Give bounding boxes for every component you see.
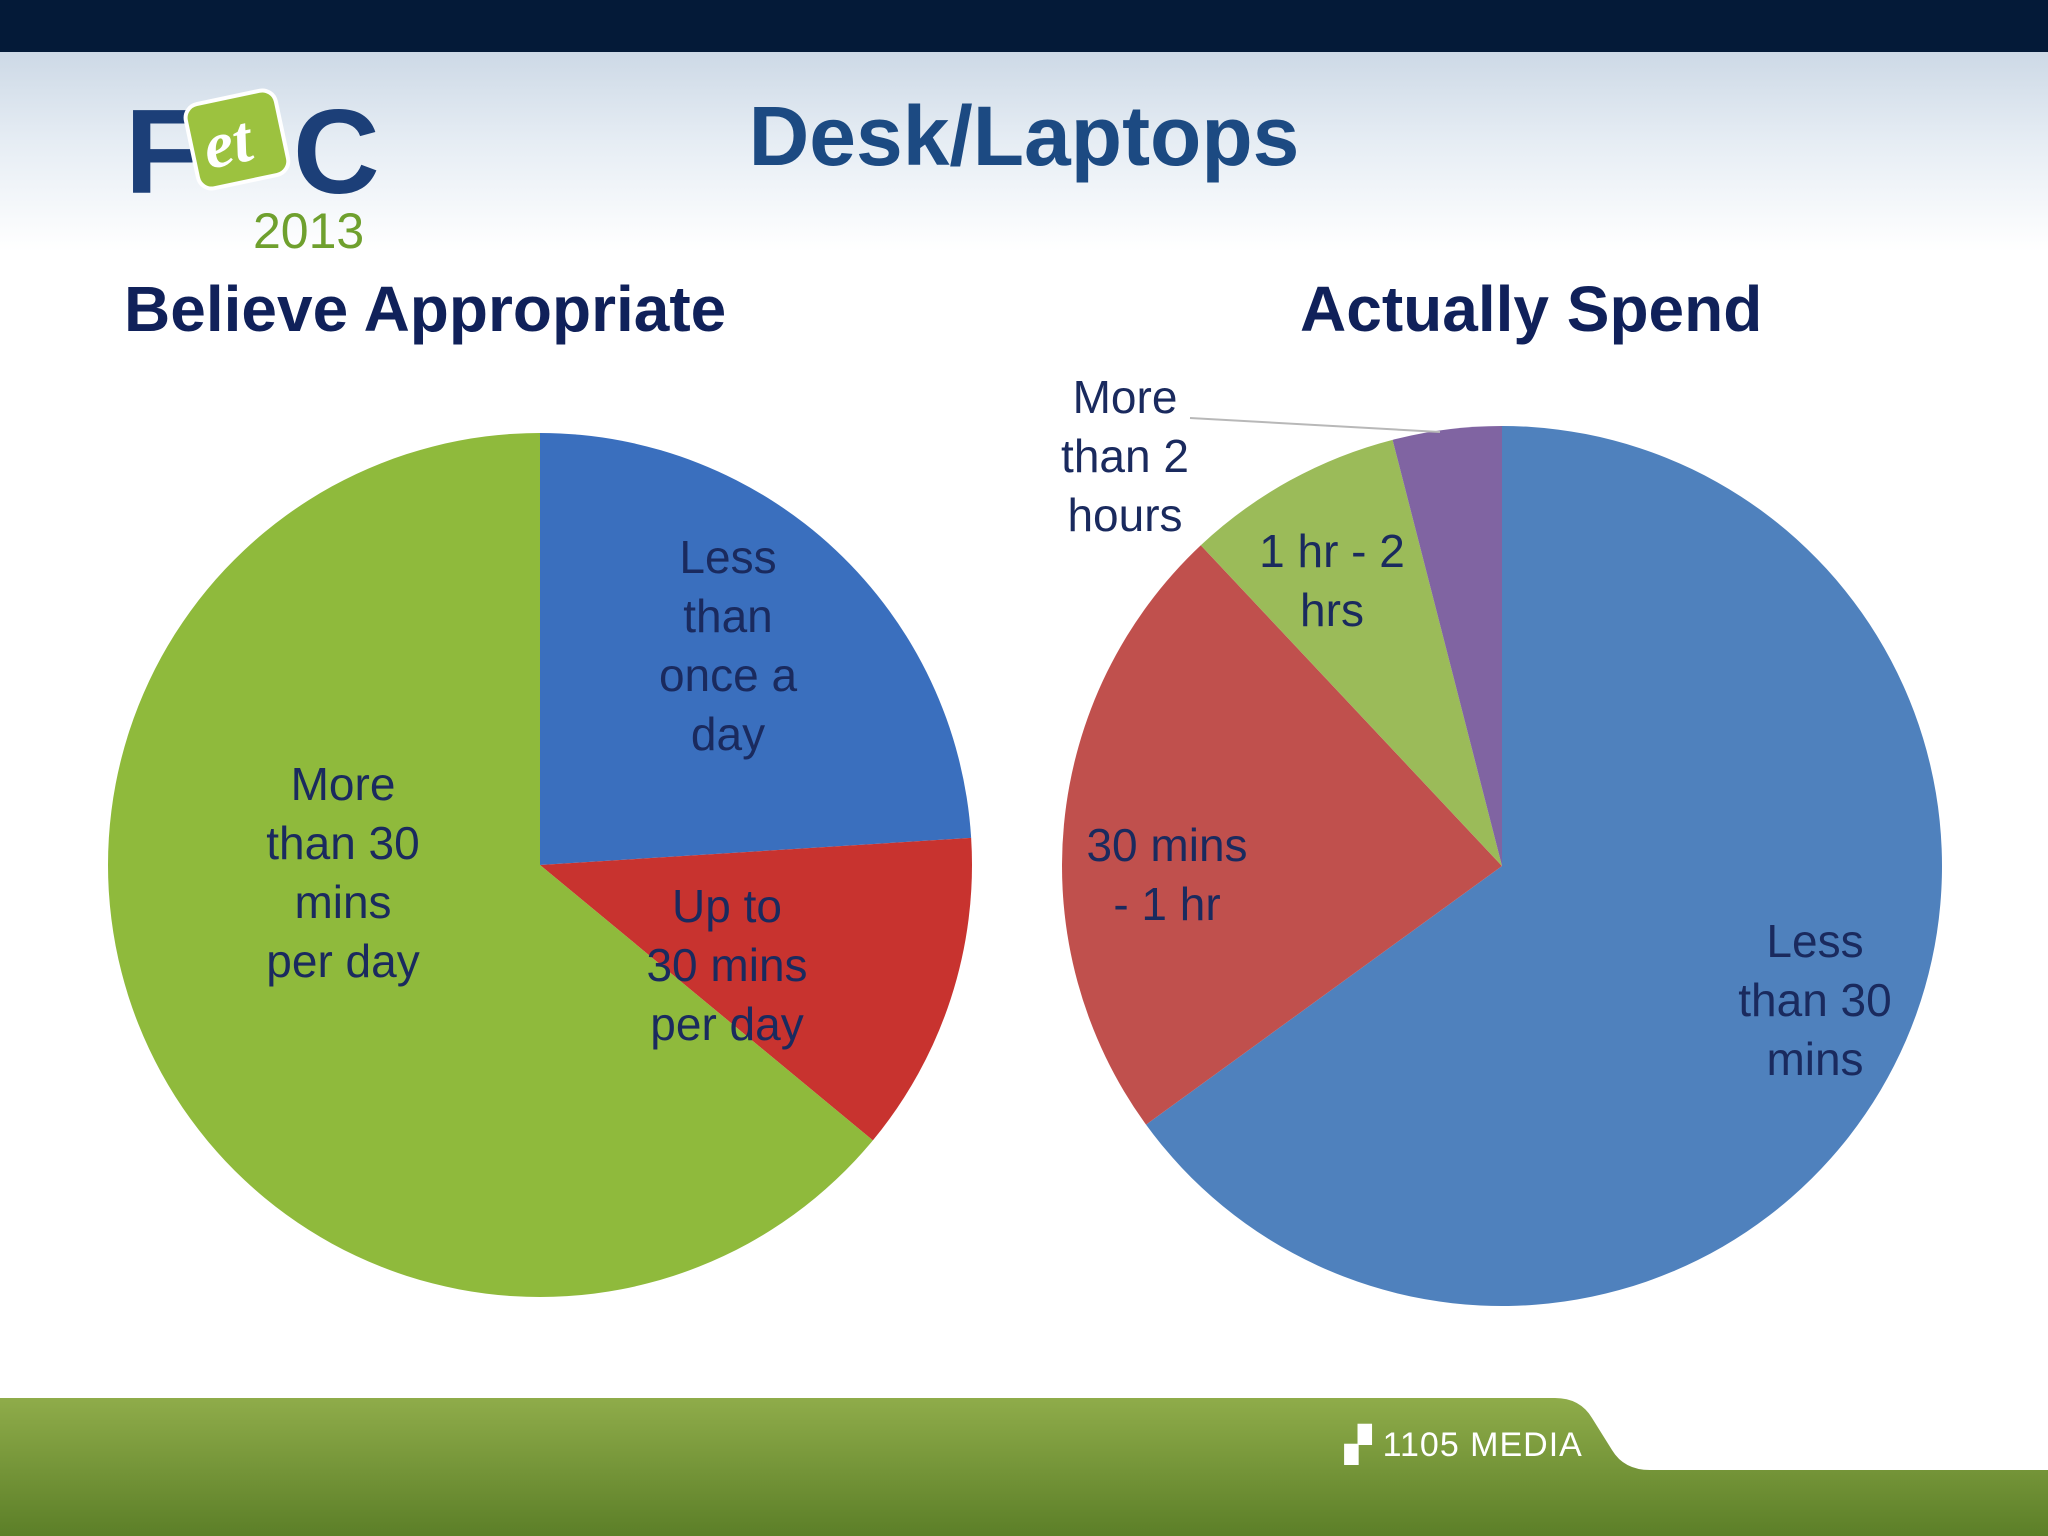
logo-year: 2013 bbox=[253, 203, 364, 259]
slice-label: Less than once a day bbox=[659, 531, 798, 760]
slice-label: Up to 30 mins per day bbox=[646, 880, 807, 1050]
slide-title: Desk/Laptops bbox=[748, 89, 1300, 183]
pie-slice-more-than-2-hours bbox=[1392, 426, 1502, 866]
pie-slice-1-hr-2-hrs bbox=[1200, 439, 1502, 866]
slice-label: More than 2 hours bbox=[1061, 371, 1189, 541]
logo-letter-f: F bbox=[125, 85, 198, 219]
slice-label: 1 hr - 2 hrs bbox=[1259, 525, 1405, 636]
footer-brand-text: 1105 MEDIA bbox=[1382, 1426, 1583, 1464]
header-band bbox=[0, 52, 2048, 252]
media-logo-icon: ▞ bbox=[1345, 1426, 1373, 1464]
slice-label: 30 mins - 1 hr bbox=[1086, 819, 1247, 930]
pie-slice-up-to-30-mins-per-day bbox=[540, 837, 972, 1141]
logo-badge bbox=[183, 88, 291, 191]
pie-slice-less-than-30-mins bbox=[1146, 426, 1942, 1307]
pie-slice-30-mins-1-hr bbox=[1062, 545, 1502, 1125]
slice-label: More than 30 mins per day bbox=[266, 758, 419, 987]
top-bar bbox=[0, 0, 2048, 52]
slice-label: Less than 30 mins bbox=[1738, 915, 1891, 1085]
footer-brand: ▞ 1105 MEDIA bbox=[1345, 1425, 1583, 1465]
fetc-logo: F et C 2013 bbox=[125, 85, 380, 259]
left-chart-title: Believe Appropriate bbox=[124, 273, 727, 345]
pie-slice-more-than-30-mins-per-day bbox=[107, 433, 873, 1297]
pie-slice-less-than-once-a-day bbox=[540, 433, 972, 865]
leader-line bbox=[1189, 417, 1441, 433]
footer-band bbox=[0, 1398, 2048, 1536]
logo-letter-c: C bbox=[293, 85, 380, 219]
right-chart-title: Actually Spend bbox=[1300, 273, 1763, 345]
